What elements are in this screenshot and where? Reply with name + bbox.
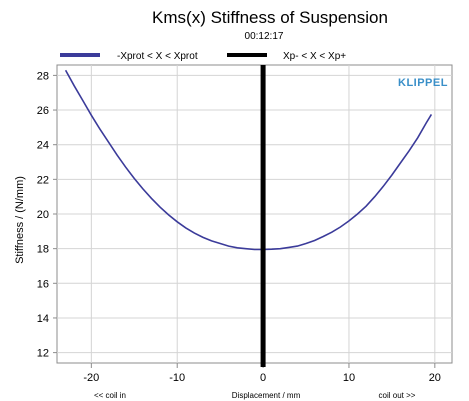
x-tick-label: 0 bbox=[260, 372, 266, 384]
series-lines bbox=[64, 65, 433, 367]
y-tick-label: 16 bbox=[37, 278, 49, 290]
ticks: -20 -10 0 10 20 12 14 16 18 20 22 24 26 28 bbox=[37, 70, 441, 384]
y-tick-label: 24 bbox=[37, 140, 49, 152]
y-axis-label: Stiffness / (N/mm) bbox=[14, 176, 26, 264]
legend: -Xprot < X < Xprot Xp- < X < Xp+ bbox=[60, 51, 346, 62]
chart-subtitle: 00:12:17 bbox=[245, 31, 284, 42]
y-tick-label: 12 bbox=[37, 348, 49, 360]
y-tick-label: 28 bbox=[37, 70, 49, 82]
legend-label-series: -Xprot < X < Xprot bbox=[117, 51, 198, 62]
y-tick-label: 14 bbox=[37, 313, 49, 325]
x-tick-label: -20 bbox=[83, 372, 99, 384]
grid bbox=[57, 65, 452, 363]
y-tick-label: 26 bbox=[37, 105, 49, 117]
x-tick-label: 20 bbox=[429, 372, 441, 384]
y-tick-label: 22 bbox=[37, 174, 49, 186]
x-tick-label: -10 bbox=[169, 372, 185, 384]
x-axis-label: Displacement / mm bbox=[232, 391, 301, 400]
y-tick-label: 18 bbox=[37, 244, 49, 256]
plot-area: -20 -10 0 10 20 12 14 16 18 20 22 24 26 28 bbox=[37, 64, 453, 384]
x-hint-right: coil out >> bbox=[379, 391, 416, 400]
y-tick-label: 20 bbox=[37, 209, 49, 221]
x-tick-label: 10 bbox=[343, 372, 355, 384]
legend-label-marker: Xp- < X < Xp+ bbox=[283, 51, 346, 62]
brand-logo: KLIPPEL bbox=[398, 77, 448, 89]
x-hint-left: << coil in bbox=[94, 391, 126, 400]
series-line-0 bbox=[64, 69, 433, 251]
chart-title: Kms(x) Stiffness of Suspension bbox=[152, 8, 388, 27]
